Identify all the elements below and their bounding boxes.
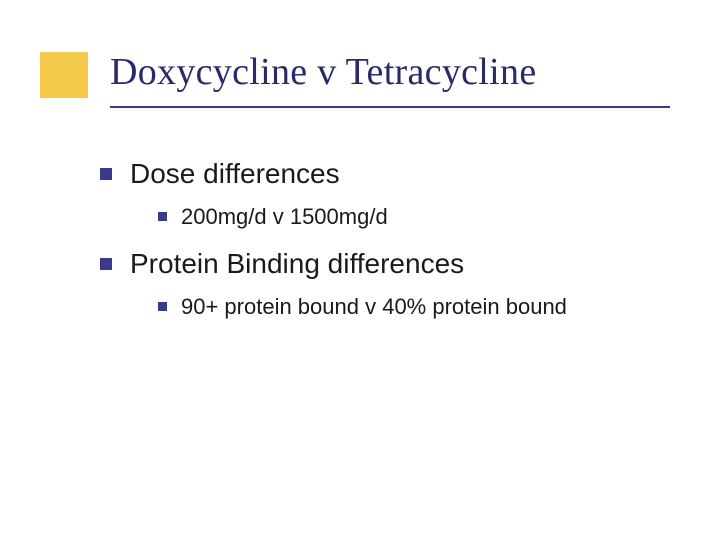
list-item-label: 200mg/d v 1500mg/d <box>181 204 388 230</box>
list-item: Protein Binding differences <box>100 248 720 280</box>
list-item-label: 90+ protein bound v 40% protein bound <box>181 294 567 320</box>
slide-content: Dose differences 200mg/d v 1500mg/d Prot… <box>0 140 720 320</box>
square-bullet-icon <box>158 212 167 221</box>
list-item: 200mg/d v 1500mg/d <box>158 204 720 230</box>
list-item: Dose differences <box>100 158 720 190</box>
list-item-label: Dose differences <box>130 158 340 190</box>
list-item: 90+ protein bound v 40% protein bound <box>158 294 720 320</box>
accent-box <box>40 52 88 98</box>
slide-title: Doxycycline v Tetracycline <box>110 50 537 94</box>
square-bullet-icon <box>158 302 167 311</box>
square-bullet-icon <box>100 258 112 270</box>
title-divider <box>110 106 670 108</box>
list-item-label: Protein Binding differences <box>130 248 464 280</box>
square-bullet-icon <box>100 168 112 180</box>
